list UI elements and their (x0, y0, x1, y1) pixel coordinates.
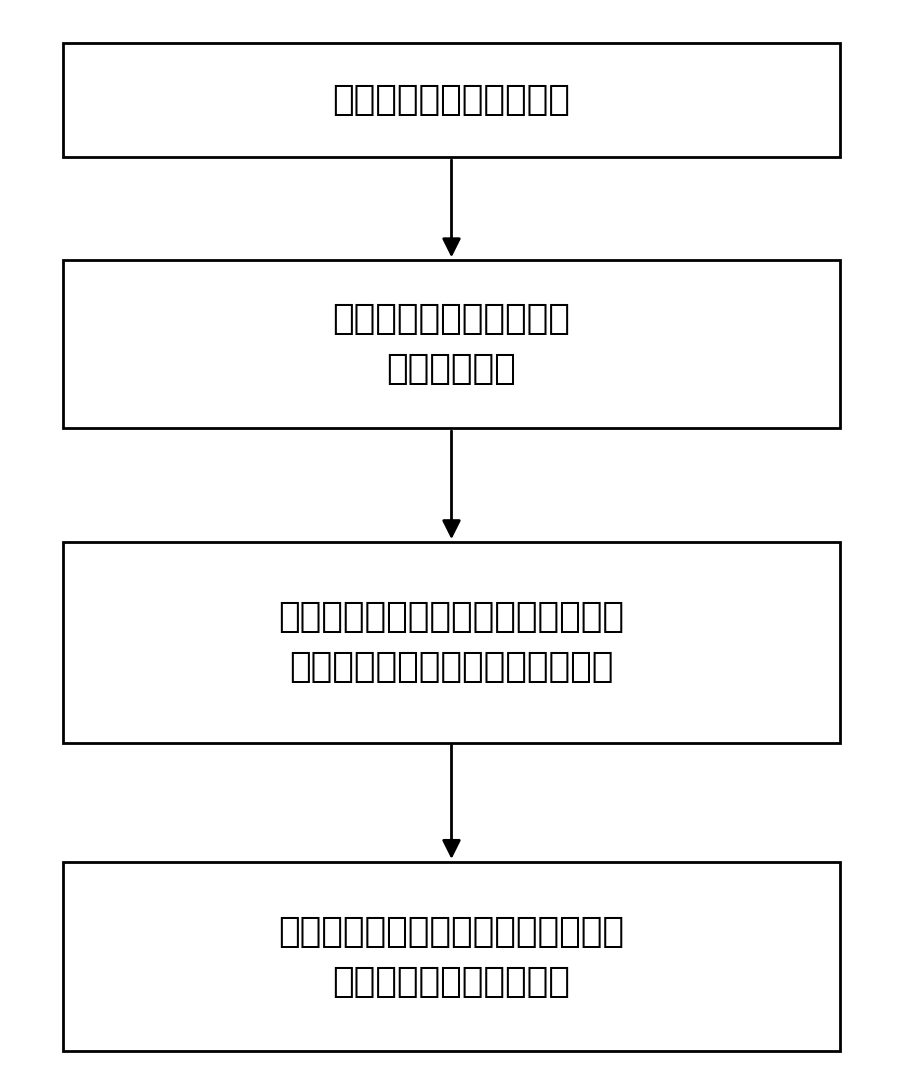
Text: 通过硬件系统获取电压、
电流零序信号: 通过硬件系统获取电压、 电流零序信号 (332, 302, 570, 386)
Bar (63, 43, 839, 157)
Text: 采集三相电流、电压信号: 采集三相电流、电压信号 (332, 83, 570, 117)
Bar (63, 260, 839, 428)
Text: 通过软件对电压、电流零序信号进行
数字滤波，得到基波零序信号量值: 通过软件对电压、电流零序信号进行 数字滤波，得到基波零序信号量值 (278, 601, 624, 684)
Bar (63, 862, 839, 1051)
Bar (63, 542, 839, 743)
Text: 将三相电流、电压幅值信号和相角信
号以及基波零序信号输出: 将三相电流、电压幅值信号和相角信 号以及基波零序信号输出 (278, 915, 624, 998)
